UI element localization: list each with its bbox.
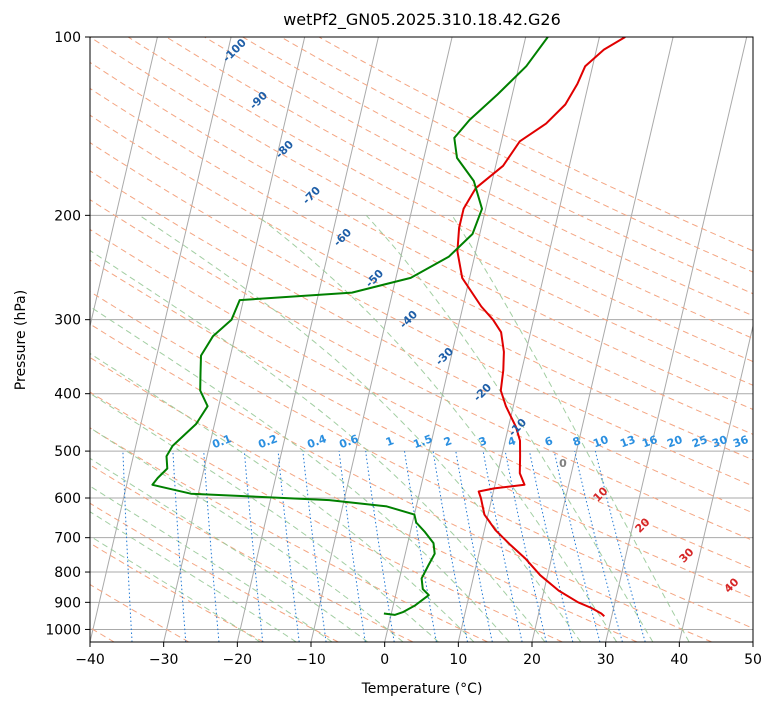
dry-adiabat-line: [90, 170, 753, 514]
dry-adiabat-line: [127, 37, 753, 363]
mixing-ratio-label: 0.6: [337, 432, 360, 451]
plot-frame: [89, 36, 754, 643]
mixing-ratio-label: 0.2: [256, 432, 279, 451]
isotherm-line: [678, 323, 753, 642]
dry-adiabat-line: [90, 464, 414, 642]
x-tick-label: 0: [380, 652, 389, 668]
x-tick-label: 10: [449, 652, 467, 668]
mixing-ratio-label: 2: [442, 434, 454, 449]
isotherm-line: [605, 37, 748, 642]
y-tick-label: 900: [54, 595, 81, 611]
x-tick-label: −10: [296, 652, 326, 668]
y-tick-label: 300: [54, 313, 81, 329]
isotherm-line: [236, 37, 379, 642]
mixing-ratio-label: 25: [690, 433, 709, 450]
y-tick-label: 200: [54, 208, 81, 224]
mixing-ratio-line: [365, 451, 395, 642]
moist-adiabat-line: [90, 457, 368, 642]
chart-title: wetPf2_GN05.2025.310.18.42.G26: [283, 10, 561, 30]
mixing-ratio-label: 3: [477, 434, 489, 449]
isotherm-line: [90, 37, 158, 329]
x-tick-label: 40: [670, 652, 688, 668]
x-axis-label: Temperature (°C): [361, 681, 483, 697]
isotherm-line: [384, 37, 527, 642]
x-tick-label: 30: [597, 652, 615, 668]
mixing-ratio-line: [277, 451, 300, 642]
dry-adiabat-line: [90, 114, 753, 461]
mixing-ratio-line: [338, 451, 366, 642]
mixing-ratio-line: [455, 451, 493, 642]
dry-adiabat-line: [90, 37, 753, 386]
y-tick-label: 100: [54, 30, 81, 46]
mixing-ratio-label: 30: [710, 433, 729, 451]
y-tick-label: 800: [54, 565, 81, 581]
dry-adiabat-line: [242, 37, 753, 295]
isotherm-line: [531, 37, 674, 642]
mixing-ratio-line: [482, 451, 523, 642]
moist-adiabat-line: [90, 306, 510, 642]
mixing-ratio-line: [504, 451, 547, 642]
mixing-ratio-label: 1.5: [411, 432, 434, 451]
mixing-ratio-label: 4: [506, 434, 518, 449]
mixing-ratio-label: 10: [591, 433, 610, 451]
moist-adiabat-line: [451, 215, 690, 642]
mixing-ratio-label: 1: [384, 434, 396, 449]
zero-isotherm-label: 0: [559, 457, 567, 470]
isotherm-line: [310, 37, 453, 642]
moist-adiabat-line: [256, 214, 618, 642]
x-tick-label: 50: [744, 652, 762, 668]
x-tick-label: −40: [75, 652, 105, 668]
moist-adiabat-line: [90, 535, 261, 642]
y-axis-label: Pressure (hPa): [13, 290, 29, 390]
mixing-ratio-label: 13: [618, 433, 637, 450]
x-tick-label: −20: [223, 652, 253, 668]
moist-adiabat-line: [139, 214, 582, 642]
isotherm-line: [90, 37, 232, 642]
moist-adiabat-line: [90, 485, 333, 642]
dry-adiabat-line: [90, 142, 753, 487]
mixing-ratio-label: 0.1: [210, 432, 233, 451]
x-tick-label: 20: [523, 652, 541, 668]
temperature-line: [456, 37, 626, 617]
dry-adiabat-line: [90, 323, 712, 642]
y-tick-label: 1000: [45, 622, 81, 638]
y-tick-label: 400: [54, 387, 81, 403]
moist-adiabat-line: [365, 214, 654, 642]
mixing-ratio-label: 6: [543, 434, 555, 449]
dewpoint-line: [151, 37, 549, 616]
mixing-ratio-label: 8: [571, 434, 583, 449]
mixing-ratio-line: [594, 450, 646, 642]
mixing-ratio-label: 20: [665, 433, 684, 451]
dry-adiabat-line: [90, 259, 753, 599]
y-tick-label: 500: [54, 444, 81, 460]
dry-adiabat-line: [90, 199, 753, 542]
isotherm-line: [457, 37, 600, 642]
dry-adiabat-line: [90, 502, 339, 642]
mixing-ratio-line: [302, 451, 327, 642]
moist-adiabat-line: [90, 427, 404, 642]
mixing-ratio-line: [553, 450, 601, 642]
y-tick-label: 700: [54, 531, 81, 547]
dry-adiabat-line: [90, 228, 753, 570]
mixing-ratio-label: 16: [640, 433, 659, 451]
mixing-ratio-line: [529, 451, 574, 642]
dry-adiabat-line: [90, 584, 190, 642]
y-tick-label: 600: [54, 491, 81, 507]
dry-adiabat-line: [90, 356, 638, 642]
dry-adiabat-line: [204, 37, 753, 317]
mixing-ratio-line: [243, 451, 264, 642]
mixing-ratio-line: [574, 450, 623, 642]
moist-adiabat-line: [90, 352, 475, 642]
mixing-ratio-label: 36: [731, 433, 750, 451]
isotherm-line: [163, 37, 306, 642]
x-tick-label: −30: [149, 652, 179, 668]
mixing-ratio-label: 0.4: [305, 432, 328, 451]
